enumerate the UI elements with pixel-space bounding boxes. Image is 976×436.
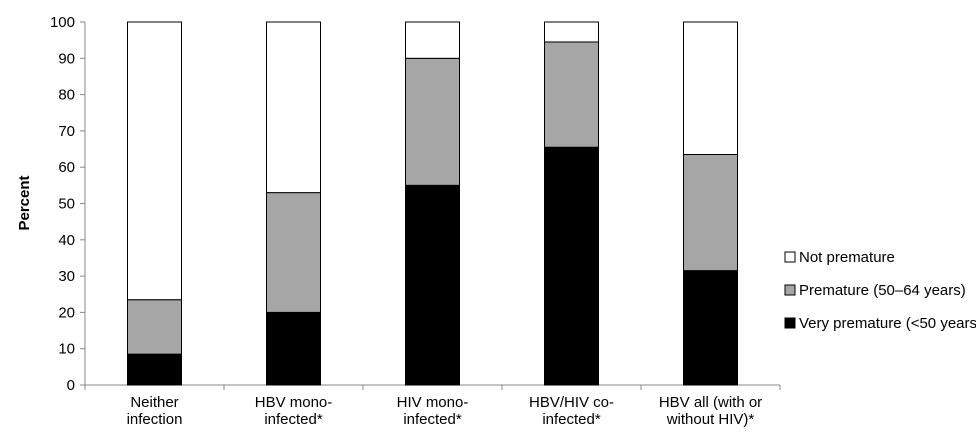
legend-label: Not premature xyxy=(799,249,895,266)
bar-segment xyxy=(544,41,599,148)
bar-segment xyxy=(683,21,738,155)
y-tick-label: 10 xyxy=(58,341,75,358)
y-tick-label: 50 xyxy=(58,196,75,213)
bar-segment xyxy=(266,21,321,194)
y-tick-label: 100 xyxy=(50,14,75,31)
bar-segment xyxy=(683,270,738,386)
bar-segment xyxy=(266,192,321,313)
bar-segment xyxy=(683,153,738,272)
y-tick-label: 0 xyxy=(67,377,75,394)
bar-segment xyxy=(405,184,460,386)
x-category-label: infected* xyxy=(403,411,462,428)
bar-segment xyxy=(266,311,321,386)
legend-swatch xyxy=(784,317,796,329)
x-category-label: HBV/HIV co- xyxy=(529,394,614,411)
x-category-label: HBV all (with or xyxy=(659,394,762,411)
bar-segment xyxy=(544,146,599,386)
x-category-label: Neither xyxy=(130,394,178,411)
bar-segment xyxy=(405,21,460,59)
bar-segment xyxy=(405,57,460,186)
legend-label: Premature (50–64 years) xyxy=(799,282,966,299)
bar-segment xyxy=(127,21,182,301)
y-tick-label: 60 xyxy=(58,159,75,176)
x-category-label: HBV mono- xyxy=(255,394,333,411)
y-tick-label: 70 xyxy=(58,123,75,140)
x-category-label: HIV mono- xyxy=(397,394,469,411)
y-axis-title: Percent xyxy=(16,175,33,230)
y-tick-label: 30 xyxy=(58,268,75,285)
x-category-label: infected* xyxy=(264,411,323,428)
x-category-label: infected* xyxy=(542,411,601,428)
y-tick-label: 20 xyxy=(58,304,75,321)
legend-swatch xyxy=(784,251,796,263)
bar-segment xyxy=(544,21,599,43)
y-tick-label: 80 xyxy=(58,87,75,104)
y-tick-label: 90 xyxy=(58,50,75,67)
legend-swatch xyxy=(784,284,796,296)
bar-segment xyxy=(127,299,182,355)
y-tick-label: 40 xyxy=(58,232,75,249)
legend-label: Very premature (<50 years) xyxy=(799,315,976,332)
x-category-label: without HIV)* xyxy=(666,411,755,428)
x-category-label: infection xyxy=(127,411,183,428)
bar-segment xyxy=(127,353,182,386)
legend: Not premature Premature (50–64 years) Very… xyxy=(784,249,976,332)
